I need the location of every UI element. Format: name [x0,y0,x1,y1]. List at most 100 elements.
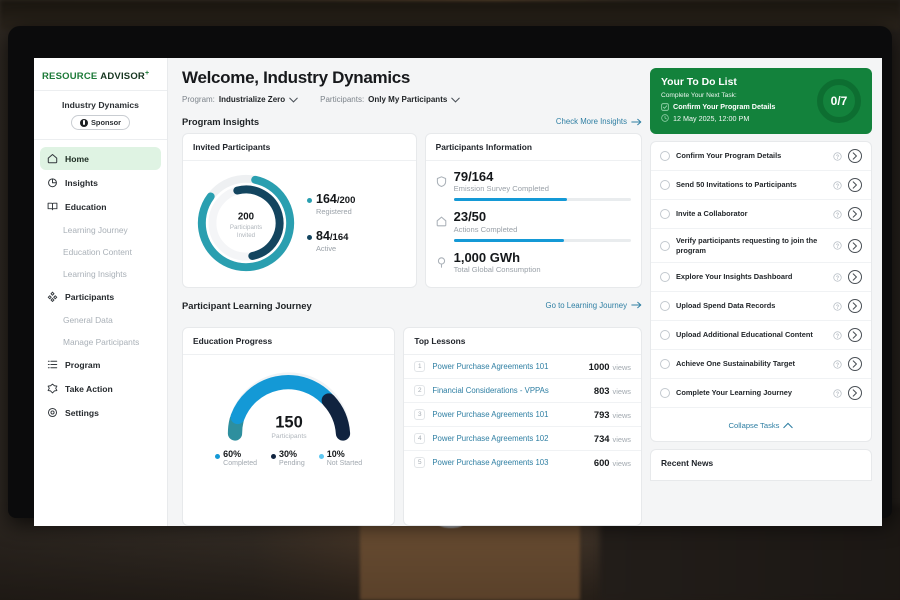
donut-row: 200 Participants Invited 164/200 Register… [193,170,406,276]
todo-list-item[interactable]: Verify participants requesting to join t… [651,229,871,264]
todo-checkbox[interactable] [660,240,670,251]
todo-list-item[interactable]: Achieve One Sustainability Target [651,350,871,380]
sidebar-item-education-content[interactable]: Education Content [63,246,132,257]
lesson-name-link[interactable]: Power Purchase Agreements 102 [432,433,549,443]
recent-news-card: Recent News [650,449,872,482]
sidebar-item-general-data[interactable]: General Data [63,314,113,325]
chevron-right-icon [852,241,857,250]
todo-open-button[interactable] [848,386,862,401]
go-to-learning-journey-label: Go to Learning Journey [545,300,628,310]
todo-list-item[interactable]: Upload Spend Data Records [651,292,871,322]
sidebar-item-settings[interactable]: Settings [40,401,161,424]
chevron-right-icon [852,152,857,160]
todo-open-button[interactable] [848,178,862,192]
progress-bar-fill [453,238,564,242]
todo-item-label: Invite a Collaborator [676,209,748,219]
lesson-name-link[interactable]: Financial Considerations - VPPAs [432,385,549,395]
todo-checkbox[interactable] [660,388,670,399]
leaf-icon [436,216,446,227]
lesson-name-link[interactable]: Power Purchase Agreements 101 [432,361,549,371]
todo-header-panel: Your To Do List Complete Your Next Task:… [650,68,872,134]
todo-list-item[interactable]: Upload Additional Educational Content [651,321,871,351]
todo-next-task-row[interactable]: Confirm Your Program Details [661,102,775,111]
top-lessons-list: 1 Power Purchase Agreements 101 1000 views 2… [404,355,641,474]
lesson-views: 793 views [594,409,631,420]
gauge-legend-text: 10% Not Started [327,449,362,467]
lesson-views-unit: views [612,434,631,444]
todo-checkbox[interactable] [660,180,670,190]
invited-participants-title: Invited Participants [183,134,416,161]
lesson-name-link[interactable]: Power Purchase Agreements 103 [432,457,549,467]
lesson-name-link[interactable]: Power Purchase Agreements 101 [432,409,549,419]
gauge-legend-item: 30% Pending [271,449,305,467]
table-row[interactable]: 2 Financial Considerations - VPPAs 803 view… [404,379,641,403]
todo-checkbox[interactable] [660,359,670,370]
table-row[interactable]: 1 Power Purchase Agreements 101 1000 views [404,355,641,379]
lesson-views-count: 1000 [588,360,610,372]
go-to-learning-journey-link[interactable]: Go to Learning Journey [546,301,643,310]
learning-journey-header: Participant Learning Journey Go to Learn… [182,300,642,311]
todo-list-item[interactable]: Complete Your Learning Journey [651,379,871,409]
lesson-views: 734 views [594,433,631,444]
progress-bar [453,198,631,202]
todo-open-button[interactable] [848,207,862,221]
legend-numerator: 84 [316,229,330,243]
invited-participants-card: Invited Participants [182,133,417,288]
learning-journey-cards-row: Education Progress [182,326,642,526]
todo-open-button[interactable] [848,270,862,285]
app-logo[interactable]: RESOURCE ADVISOR+ [34,64,167,92]
todo-list-item[interactable]: Explore Your Insights Dashboard [651,263,871,293]
recent-news-title: Recent News [661,458,714,469]
participants-info-row: 23/50 Actions Completed [436,209,631,234]
legend-dot-icon [307,235,312,240]
todo-open-button[interactable] [848,299,862,314]
todo-checkbox[interactable] [660,272,670,283]
todo-checkbox[interactable] [660,301,670,312]
program-filter[interactable]: Program: Industrialize Zero [182,95,298,104]
todo-list: Confirm Your Program Details Send 50 Invi… [650,141,872,443]
participants-filter[interactable]: Participants: Only My Participants [320,95,461,104]
legend-dot-icon [215,453,221,459]
sidebar-item-learning-insights[interactable]: Learning Insights [63,268,127,279]
sidebar-item-education[interactable]: Education [40,195,161,218]
chevron-right-icon [852,360,857,368]
invited-participants-donut-chart: 200 Participants Invited [197,174,295,272]
sidebar-item-program[interactable]: Program [40,353,161,376]
table-row[interactable]: 5 Power Purchase Agreements 103 600 views [404,451,641,474]
left-column: Welcome, Industry Dynamics Program: Indu… [182,68,642,526]
participants-icon [47,291,58,303]
chevron-right-icon [852,181,857,189]
todo-list-item[interactable]: Confirm Your Program Details [651,142,871,171]
todo-open-button[interactable] [848,328,862,343]
participants-information-card: Participants Information 79/164 Emission … [424,133,642,288]
todo-list-item[interactable]: Send 50 Invitations to Participants [651,171,871,200]
sidebar-item-manage-participants[interactable]: Manage Participants [63,336,140,347]
todo-open-button[interactable] [848,149,862,163]
sidebar-item-home[interactable]: Home [40,147,161,171]
check-more-insights-label: Check More Insights [555,117,627,126]
chevron-right-icon [852,210,857,218]
check-more-insights-link[interactable]: Check More Insights [556,117,642,126]
education-progress-legend: 60% Completed 30% Pending 10% Not Started [215,449,362,467]
sponsor-badge[interactable]: Sponsor [71,115,130,131]
help-icon [833,180,842,190]
sidebar-item-participants[interactable]: Participants [40,285,161,308]
legend-label: Active [316,244,337,254]
todo-open-button[interactable] [848,238,862,253]
sidebar-item-label: Program [65,359,101,370]
sidebar-item-take-action[interactable]: Take Action [40,377,161,400]
todo-open-button[interactable] [848,357,862,372]
table-row[interactable]: 3 Power Purchase Agreements 101 793 views [404,403,641,427]
todo-checkbox[interactable] [660,209,670,219]
participants-information-body: 79/164 Emission Survey Completed 23/50 Acti… [426,161,641,287]
todo-checkbox[interactable] [660,151,670,161]
program-insights-header: Program Insights Check More Insights [182,116,642,127]
todo-checkbox[interactable] [660,330,670,341]
sidebar-item-insights[interactable]: Insights [40,171,161,194]
todo-list-item[interactable]: Invite a Collaborator [651,200,871,229]
sidebar-item-learning-journey[interactable]: Learning Journey [63,224,128,235]
lesson-views: 1000 views [589,361,631,372]
collapse-tasks-button[interactable]: Collapse Tasks [729,421,794,430]
table-row[interactable]: 4 Power Purchase Agreements 102 734 views [404,427,641,451]
top-lessons-card: Top Lessons 1 Power Purchase Agreements 1… [403,326,642,526]
